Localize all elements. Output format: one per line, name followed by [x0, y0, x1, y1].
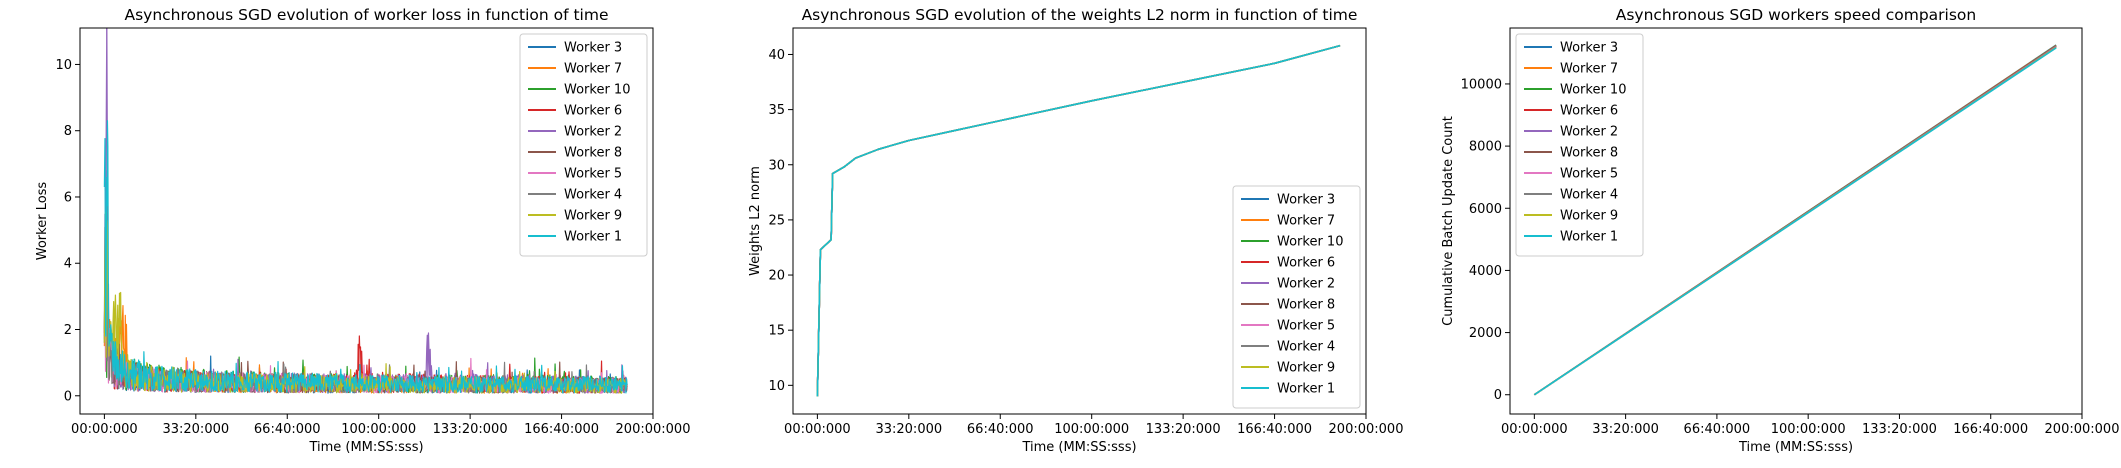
axes-frame [79, 27, 654, 415]
x-tick-label: 66:40:000 [1684, 422, 1751, 437]
legend-label: Worker 9 [1560, 209, 1618, 224]
legend-label: Worker 1 [564, 230, 622, 245]
x-tick-label: 66:40:000 [967, 422, 1034, 437]
legend-label: Worker 8 [1560, 146, 1618, 161]
legend-label: Worker 5 [1560, 167, 1618, 182]
y-tick-label: 6 [64, 190, 72, 205]
y-axis-label: Weights L2 norm [748, 166, 763, 276]
legend-label: Worker 4 [1277, 340, 1335, 355]
x-tick-label: 133:20:000 [1146, 422, 1221, 437]
legend-label: Worker 7 [1560, 62, 1618, 77]
x-tick-label: 133:20:000 [433, 422, 508, 437]
x-tick-label: 00:00:000 [784, 422, 851, 437]
chart-panel-1: 00:00:000 33:20:000 66:40:000 100:00:000 133… [35, 6, 691, 455]
y-tick-label: 4000 [1469, 264, 1502, 279]
chart-title: Asynchronous SGD evolution of the weight… [802, 6, 1358, 24]
y-tick-label: 0 [1494, 388, 1502, 403]
legend-label: Worker 2 [1277, 277, 1335, 292]
x-tick-label: 166:40:000 [524, 422, 599, 437]
legend-label: Worker 6 [1560, 104, 1618, 119]
chart-title: Asynchronous SGD workers speed compariso… [1616, 6, 1977, 24]
y-tick-label: 15 [768, 324, 785, 339]
legend-label: Worker 8 [564, 146, 622, 161]
plot-area [1533, 44, 2057, 396]
legend-label: Worker 3 [1560, 41, 1618, 56]
x-axis-label: Time (MM:SS:sss) [1738, 440, 1853, 455]
x-tick-label: 166:40:000 [1237, 422, 1312, 437]
legend-label: Worker 3 [564, 41, 622, 56]
y-tick-label: 35 [768, 103, 785, 118]
legend-label: Worker 7 [1277, 214, 1335, 229]
legend-label: Worker 7 [564, 62, 622, 77]
y-tick-label: 8000 [1469, 140, 1502, 155]
legend-label: Worker 1 [1560, 230, 1618, 245]
y-axis-label: Cumulative Batch Update Count [1441, 116, 1456, 326]
y-tick-label: 10000 [1461, 77, 1502, 92]
y-tick-label: 10 [55, 58, 72, 73]
legend-label: Worker 10 [564, 83, 630, 98]
x-axis-label: Time (MM:SS:sss) [1021, 440, 1136, 455]
y-axis-label: Worker Loss [35, 182, 50, 261]
x-tick-label: 00:00:000 [1501, 422, 1568, 437]
y-tick-label: 40 [768, 48, 785, 63]
y-tick-label: 2 [64, 323, 72, 338]
legend-label: Worker 2 [1560, 125, 1618, 140]
y-tick-label: 8 [64, 124, 72, 139]
legend-label: Worker 4 [564, 188, 622, 203]
legend-label: Worker 8 [1277, 298, 1335, 313]
x-tick-label: 200:00:000 [1329, 422, 1404, 437]
series-line-worker-1 [103, 120, 628, 394]
x-tick-label: 33:20:000 [1592, 422, 1659, 437]
legend: Worker 3 Worker 7 Worker 10 Worker 6 Worker … [519, 33, 648, 257]
legend-label: Worker 4 [1560, 188, 1618, 203]
legend-label: Worker 1 [1277, 382, 1335, 397]
legend: Worker 3 Worker 7 Worker 10 Worker 6 Worker … [1515, 33, 1644, 257]
x-tick-label: 33:20:000 [875, 422, 942, 437]
legend-label: Worker 3 [1277, 193, 1335, 208]
y-tick-label: 10 [768, 379, 785, 394]
legend-label: Worker 6 [1277, 256, 1335, 271]
legend-label: Worker 6 [564, 104, 622, 119]
plot-area [816, 44, 1341, 397]
x-axis-label: Time (MM:SS:sss) [308, 440, 423, 455]
x-tick-label: 100:00:000 [1054, 422, 1129, 437]
legend-label: Worker 2 [564, 125, 622, 140]
x-tick-label: 33:20:000 [162, 422, 229, 437]
x-tick-label: 100:00:000 [341, 422, 416, 437]
plot-area [103, 28, 628, 394]
axes-frame [792, 27, 1367, 415]
chart-title: Asynchronous SGD evolution of worker los… [124, 6, 608, 24]
x-tick-label: 00:00:000 [71, 422, 138, 437]
y-tick-label: 30 [768, 158, 785, 173]
series-line-worker-1 [816, 44, 1341, 397]
y-tick-label: 20 [768, 269, 785, 284]
series-line-worker-1 [1533, 47, 2057, 396]
legend-label: Worker 9 [1277, 361, 1335, 376]
x-tick-label: 133:20:000 [1862, 422, 1937, 437]
x-tick-label: 66:40:000 [254, 422, 321, 437]
legend-label: Worker 5 [564, 167, 622, 182]
y-tick-label: 25 [768, 213, 785, 228]
legend: Worker 3 Worker 7 Worker 10 Worker 6 Worker … [1232, 185, 1361, 409]
y-tick-label: 4 [64, 257, 72, 272]
legend-label: Worker 10 [1560, 83, 1626, 98]
axes-frame [1509, 27, 2083, 415]
x-tick-label: 200:00:000 [2045, 422, 2120, 437]
chart-panel-2: 00:00:000 33:20:000 66:40:000 100:00:000 133… [748, 6, 1403, 455]
x-tick-label: 100:00:000 [1771, 422, 1846, 437]
y-tick-label: 0 [64, 389, 72, 404]
y-tick-label: 2000 [1469, 326, 1502, 341]
legend-label: Worker 10 [1277, 235, 1343, 250]
x-tick-label: 166:40:000 [1953, 422, 2028, 437]
x-tick-label: 200:00:000 [616, 422, 691, 437]
chart-panel-3: 00:00:000 33:20:000 66:40:000 100:00:000 133… [1441, 6, 2119, 455]
legend-label: Worker 9 [564, 209, 622, 224]
legend-label: Worker 5 [1277, 319, 1335, 334]
y-tick-label: 6000 [1469, 202, 1502, 217]
